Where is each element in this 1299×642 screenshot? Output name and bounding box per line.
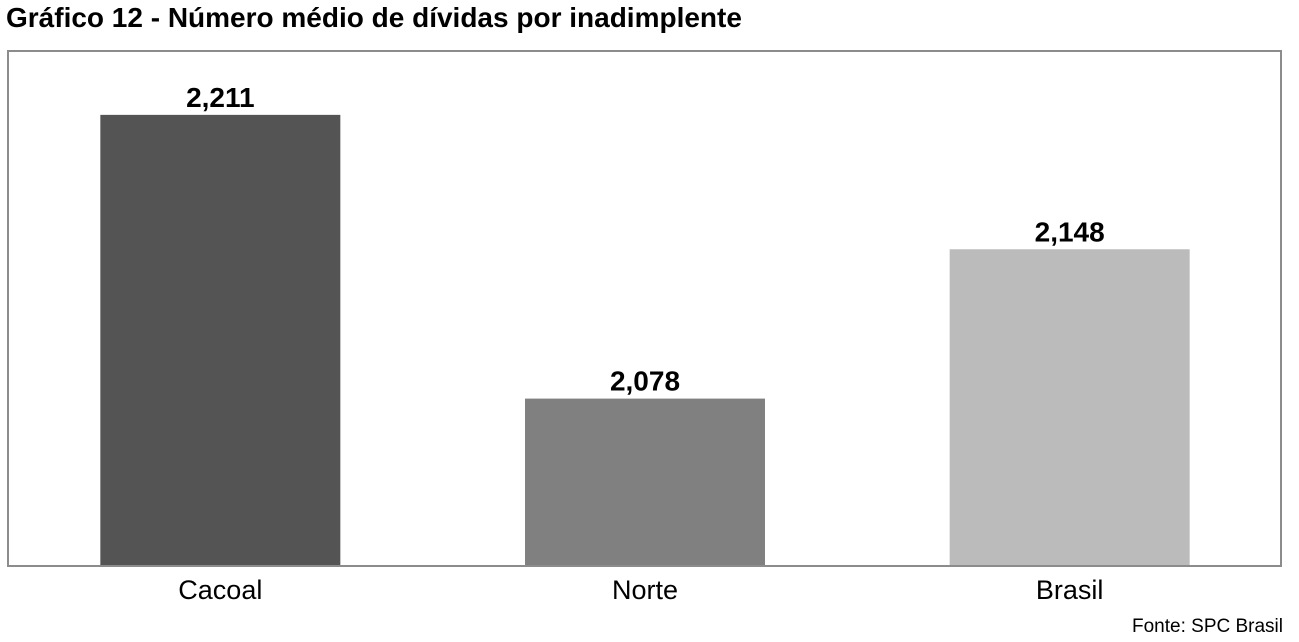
bar-brasil (949, 249, 1190, 565)
data-label-brasil: 2,148 (1035, 216, 1105, 247)
bar-norte (525, 398, 765, 565)
source-note: Fonte: SPC Brasil (1132, 616, 1283, 637)
bar-cacoal (100, 114, 341, 565)
category-label-norte: Norte (612, 575, 678, 605)
page-title: Gráfico 12 - Número médio de dívidas por… (6, 2, 742, 33)
data-label-norte: 2,078 (610, 366, 680, 397)
data-label-cacoal: 2,211 (186, 82, 255, 113)
category-label-brasil: Brasil (1036, 575, 1104, 605)
category-label-cacoal: Cacoal (178, 575, 262, 605)
